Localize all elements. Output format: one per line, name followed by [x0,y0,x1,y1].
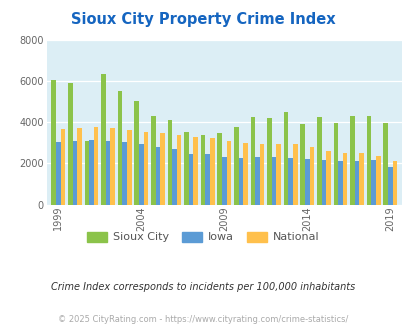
Bar [101,74,106,205]
Bar [188,154,193,205]
Bar [155,147,160,205]
Bar [382,122,387,205]
Bar [316,117,321,205]
Bar [172,149,177,205]
Bar [222,156,226,205]
Bar [371,160,375,205]
Bar [127,130,131,205]
Bar [151,116,155,205]
Text: © 2025 CityRating.com - https://www.cityrating.com/crime-statistics/: © 2025 CityRating.com - https://www.city… [58,315,347,324]
Bar [358,153,363,205]
Bar [283,113,288,205]
Bar [56,142,60,205]
Bar [333,123,337,205]
Bar [250,117,255,205]
Bar [233,127,238,205]
Bar [243,143,247,205]
Bar [122,142,127,205]
Bar [321,160,326,205]
Bar [110,128,115,205]
Bar [177,135,181,205]
Bar [106,142,110,205]
Bar [167,120,172,205]
Bar [292,144,297,205]
Legend: Sioux City, Iowa, National: Sioux City, Iowa, National [82,227,323,247]
Bar [209,138,214,205]
Bar [288,158,292,205]
Bar [77,128,82,205]
Bar [349,116,354,205]
Bar [304,159,309,205]
Bar [337,161,342,205]
Bar [309,148,313,205]
Bar [259,144,264,205]
Bar [217,133,222,205]
Bar [205,154,209,205]
Bar [354,161,358,205]
Bar [200,135,205,205]
Bar [375,156,380,205]
Bar [392,161,396,205]
Bar [72,142,77,205]
Bar [266,118,271,205]
Bar [226,142,231,205]
Bar [84,141,89,205]
Bar [193,137,198,205]
Bar [238,158,243,205]
Bar [60,129,65,205]
Bar [68,83,72,205]
Bar [139,145,143,205]
Bar [94,127,98,205]
Bar [143,132,148,205]
Text: Sioux City Property Crime Index: Sioux City Property Crime Index [70,12,335,26]
Bar [89,140,94,205]
Bar [387,167,392,205]
Text: Crime Index corresponds to incidents per 100,000 inhabitants: Crime Index corresponds to incidents per… [51,282,354,292]
Bar [276,144,280,205]
Bar [255,157,259,205]
Bar [117,91,122,205]
Bar [300,124,304,205]
Bar [51,80,56,205]
Bar [271,157,276,205]
Bar [160,133,164,205]
Bar [342,153,347,205]
Bar [184,132,188,205]
Bar [366,116,371,205]
Bar [134,101,139,205]
Bar [326,150,330,205]
